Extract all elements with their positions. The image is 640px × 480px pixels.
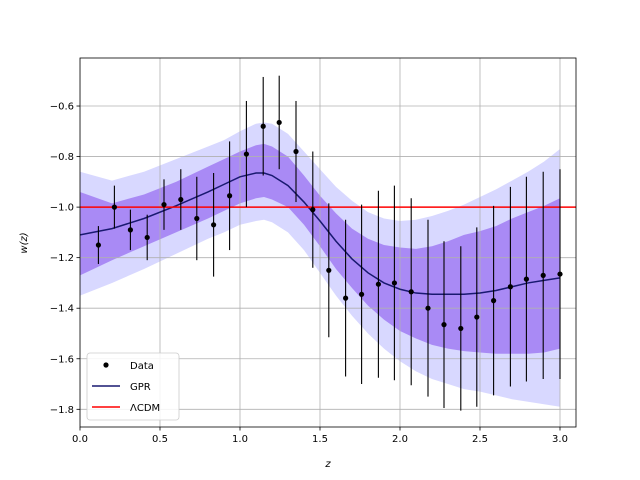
gpr-line — [80, 172, 561, 296]
data-point — [408, 289, 414, 295]
data-point — [310, 207, 316, 213]
plot-content — [80, 58, 576, 427]
y-tick-label: −1.4 — [50, 304, 74, 315]
x-tick-label: 2.5 — [472, 434, 488, 445]
legend-marker-data — [103, 362, 109, 368]
plot-area — [80, 58, 576, 427]
y-tick-label: −1.8 — [50, 405, 74, 416]
axes: 0.0 0.5 1.0 1.5 2.0 2.5 3.0 −1.8 −1.6 −1.4 −1.2 −1.… — [50, 57, 577, 445]
data-point — [540, 272, 546, 278]
data-point — [375, 281, 381, 287]
legend-label: Data — [130, 361, 154, 372]
data-point — [227, 193, 233, 199]
x-tick-label: 0.0 — [72, 434, 88, 445]
x-tick-label: 2.0 — [392, 434, 408, 445]
data-point — [276, 119, 282, 126]
data-point — [343, 295, 349, 301]
data-point — [161, 201, 167, 208]
data-point — [326, 267, 332, 273]
x-tick-label: 0.5 — [152, 434, 168, 445]
data-point — [260, 123, 266, 129]
data-point — [523, 276, 530, 282]
y-tick-label: −1.2 — [50, 253, 74, 264]
data-point — [178, 196, 184, 203]
x-tick-label: 1.0 — [232, 434, 248, 445]
y-tick-label: −1.6 — [50, 354, 74, 365]
data-point — [474, 314, 480, 320]
legend-box — [86, 352, 180, 421]
data-point — [95, 242, 101, 248]
data-point — [293, 148, 299, 155]
data-point — [441, 322, 447, 328]
x-tick-label: 3.0 — [552, 434, 568, 445]
confidence-band-1sigma — [80, 143, 560, 354]
y-tick-label: −0.6 — [50, 102, 74, 113]
data-point — [425, 305, 431, 311]
data-point — [144, 234, 150, 241]
data-point — [507, 284, 513, 290]
data-point — [359, 291, 365, 297]
data-point — [391, 280, 397, 286]
data-point — [458, 325, 464, 332]
data-point — [211, 222, 217, 228]
y-tick-label: −1.0 — [50, 203, 74, 214]
data-point — [491, 298, 497, 304]
axes-frame — [79, 57, 577, 428]
data-point — [557, 271, 563, 277]
legend: Data GPR ΛCDM — [86, 352, 180, 421]
data-point — [194, 215, 200, 222]
x-tick-label: 1.5 — [312, 434, 328, 445]
data-point — [243, 151, 249, 157]
x-axis-label: z — [324, 459, 331, 470]
data-point — [127, 227, 133, 233]
data-point — [111, 204, 117, 210]
y-tick-label: −0.8 — [50, 152, 74, 163]
legend-label: ΛCDM — [130, 403, 160, 414]
legend-label: GPR — [130, 382, 151, 393]
y-axis-label: w(z) — [19, 232, 30, 253]
